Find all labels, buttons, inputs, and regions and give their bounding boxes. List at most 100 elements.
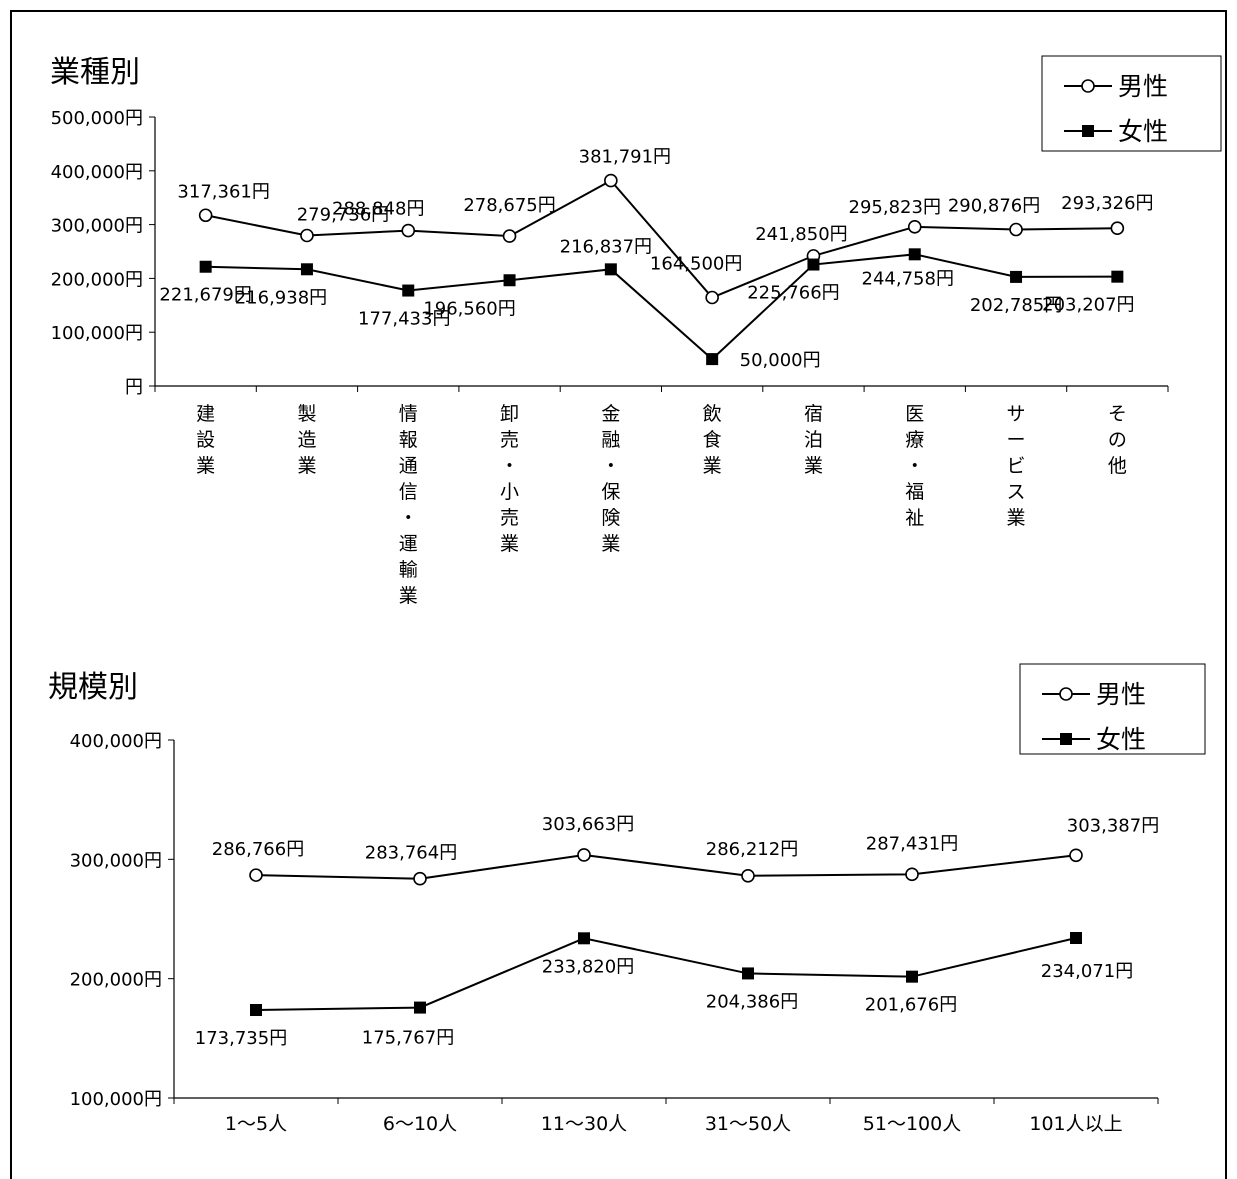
data-label: 288,848円 bbox=[332, 199, 424, 220]
y-tick-label: 400,000円 bbox=[51, 162, 143, 183]
data-point bbox=[401, 223, 416, 238]
data-point bbox=[604, 263, 617, 276]
data-label: 287,431円 bbox=[866, 833, 958, 854]
data-label: 175,767円 bbox=[362, 1028, 454, 1049]
data-label: 173,735円 bbox=[195, 1028, 287, 1049]
legend-marker bbox=[1060, 733, 1072, 745]
data-point bbox=[907, 220, 922, 234]
data-label: 202,785円 bbox=[970, 295, 1062, 316]
data-label: 221,679円 bbox=[159, 285, 251, 306]
data-point bbox=[807, 258, 820, 271]
legend-box bbox=[1019, 663, 1206, 755]
data-point bbox=[1070, 932, 1082, 945]
series-line-male bbox=[205, 179, 1118, 299]
data-point bbox=[502, 229, 517, 243]
data-point bbox=[402, 284, 415, 297]
series-line-female bbox=[205, 253, 1118, 361]
x-tick-label: その他 bbox=[1108, 403, 1127, 477]
data-label: 381,791円 bbox=[579, 147, 671, 168]
data-point bbox=[413, 871, 427, 886]
data-point bbox=[905, 867, 919, 882]
legend-box bbox=[1041, 55, 1222, 152]
x-tick-label: 卸売・小売業 bbox=[500, 403, 519, 555]
data-label: 203,207円 bbox=[1042, 295, 1134, 316]
figure-frame bbox=[10, 10, 1227, 1179]
data-point bbox=[706, 353, 719, 366]
x-tick-label: 医療・福祉 bbox=[905, 403, 924, 529]
y-tick-label: 500,000円 bbox=[51, 108, 143, 129]
x-tick-label: 101人以上 bbox=[1029, 1113, 1122, 1135]
data-point bbox=[1010, 270, 1023, 283]
data-label: 303,663円 bbox=[542, 814, 634, 835]
data-label: 283,764円 bbox=[365, 843, 457, 864]
data-label: 244,758円 bbox=[862, 268, 954, 289]
data-point bbox=[741, 868, 755, 883]
data-label: 225,766円 bbox=[747, 283, 839, 304]
data-label: 286,212円 bbox=[706, 839, 798, 860]
x-tick-label: 飲食業 bbox=[703, 403, 722, 477]
x-tick-label: 宿泊業 bbox=[804, 403, 823, 477]
data-point bbox=[249, 868, 263, 882]
data-point bbox=[503, 274, 516, 287]
x-tick-label: 6～10人 bbox=[383, 1113, 457, 1135]
legend-marker bbox=[1082, 125, 1094, 137]
data-label: 278,675円 bbox=[463, 195, 555, 216]
data-label: 279,736円 bbox=[297, 205, 389, 226]
data-label: 177,433円 bbox=[358, 309, 450, 330]
data-point bbox=[1069, 848, 1083, 863]
x-tick-label: 51～100人 bbox=[863, 1113, 961, 1135]
x-tick-label: 製造業 bbox=[297, 403, 316, 477]
data-label: 164,500円 bbox=[650, 253, 742, 274]
y-tick-label: 300,000円 bbox=[51, 216, 143, 237]
data-point bbox=[742, 967, 754, 980]
data-label: 317,361円 bbox=[177, 181, 269, 202]
x-tick-label: 31～50人 bbox=[705, 1113, 791, 1135]
data-label: 241,850円 bbox=[755, 224, 847, 245]
data-label: 290,876円 bbox=[948, 196, 1040, 217]
series-line-female bbox=[255, 937, 1077, 1012]
x-tick-label: 11～30人 bbox=[541, 1113, 627, 1135]
x-tick-label: 情報通信・運輸業 bbox=[399, 403, 418, 607]
data-point bbox=[908, 248, 921, 261]
data-point bbox=[414, 1001, 426, 1014]
data-point bbox=[300, 228, 314, 243]
y-tick-label: 200,000円 bbox=[70, 970, 162, 991]
data-label: 286,766円 bbox=[212, 839, 304, 860]
data-point bbox=[577, 848, 591, 862]
data-label: 216,938円 bbox=[235, 287, 327, 308]
data-point bbox=[1110, 221, 1125, 235]
y-tick-label: 100,000円 bbox=[70, 1089, 162, 1110]
data-point bbox=[578, 932, 590, 945]
y-tick-label: 300,000円 bbox=[70, 850, 162, 871]
legend-marker bbox=[1081, 79, 1095, 93]
x-tick-label: 金融・保険業 bbox=[601, 403, 620, 555]
y-tick-label: 100,000円 bbox=[51, 323, 143, 344]
x-tick-label: サービス業 bbox=[1007, 403, 1026, 529]
data-point bbox=[300, 263, 313, 276]
legend-label: 女性 bbox=[1118, 117, 1168, 146]
data-point bbox=[250, 1004, 262, 1017]
legend-marker bbox=[1059, 687, 1073, 701]
y-tick-label: 円 bbox=[125, 377, 143, 398]
x-tick-label: 1～5人 bbox=[225, 1113, 287, 1135]
data-label: 204,386円 bbox=[706, 991, 798, 1012]
data-point bbox=[1009, 222, 1023, 237]
data-label: 234,071円 bbox=[1041, 961, 1133, 982]
data-point bbox=[906, 970, 918, 983]
data-label: 295,823円 bbox=[849, 197, 941, 218]
data-point bbox=[199, 260, 212, 273]
data-point bbox=[198, 208, 213, 223]
data-label: 196,560円 bbox=[423, 298, 515, 319]
data-point bbox=[604, 173, 618, 188]
chart-title: 業種別 bbox=[50, 55, 140, 90]
data-point bbox=[1111, 270, 1124, 283]
y-tick-label: 400,000円 bbox=[70, 731, 162, 752]
legend-label: 男性 bbox=[1118, 72, 1168, 101]
data-label: 201,676円 bbox=[865, 995, 957, 1016]
data-label: 216,837円 bbox=[560, 236, 652, 257]
legend-label: 男性 bbox=[1096, 680, 1146, 709]
data-label: 50,000円 bbox=[740, 350, 821, 371]
y-tick-label: 200,000円 bbox=[51, 269, 143, 290]
